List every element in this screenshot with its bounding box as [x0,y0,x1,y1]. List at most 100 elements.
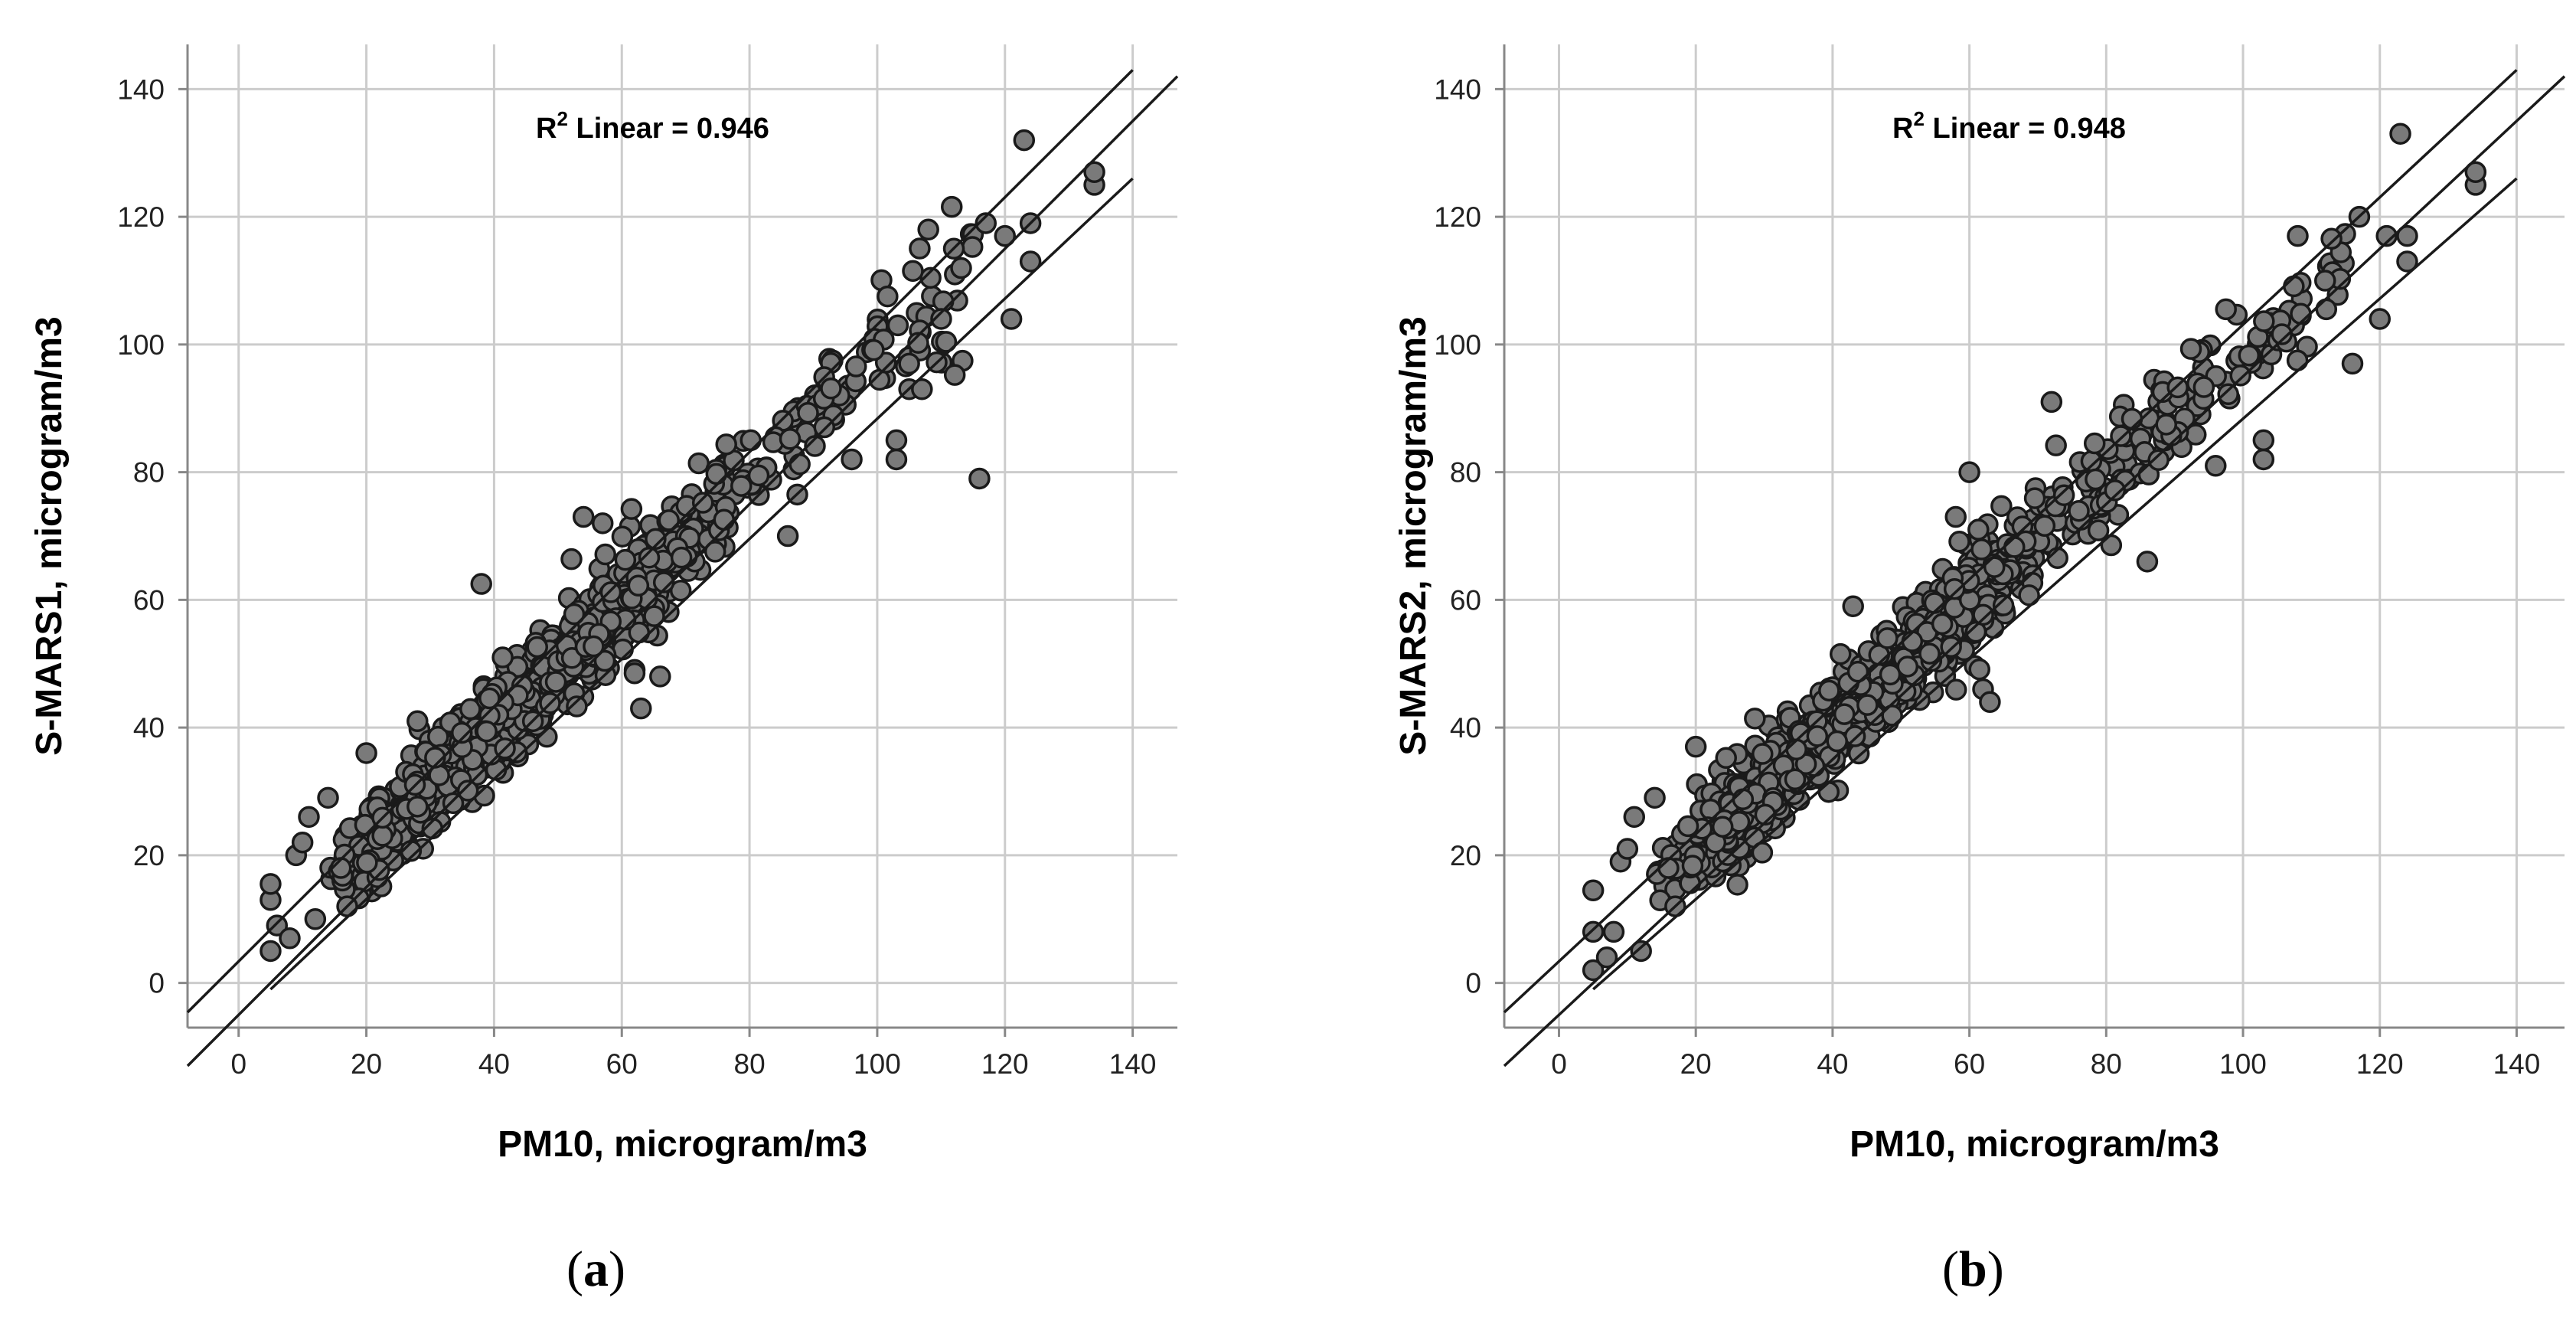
x-axis-title: PM10, microgram/m3 [1850,1124,2219,1165]
y-tick-label: 20 [1450,840,1481,871]
r2-value: Linear = 0.948 [1925,113,2126,145]
data-point [1582,920,1605,943]
data-point [1846,660,1869,683]
data-point [845,355,867,378]
data-point [820,378,842,400]
data-point [730,475,753,497]
x-tick-label: 0 [230,1048,246,1080]
data-point [2068,499,2090,522]
panel-a: 0 20 40 60 80 100 120 140 0 20 40 60 80 100 120 140 PM10… [29,44,1179,1297]
data-point [1856,694,1879,716]
x-tick-label: 0 [1551,1048,1567,1080]
data-point [961,236,984,258]
data-point [994,224,1017,247]
upper-interval-line [1503,69,2518,1014]
data-point [1711,816,1734,838]
data-point [1744,708,1766,730]
data-point [1677,815,1699,838]
data-point [2229,364,2252,387]
x-tick-label: 100 [854,1048,901,1080]
r2-prefix: R [536,113,557,145]
data-point [886,314,909,337]
data-point [804,435,826,457]
y-tick-label: 40 [1450,712,1481,744]
y-tick-label: 80 [1450,457,1481,489]
data-point [1879,663,1902,686]
x-tick-label: 80 [2091,1048,2122,1080]
data-point [2023,487,2046,509]
data-point [1595,946,1618,969]
data-point [442,792,465,815]
data-point [1806,725,1829,747]
upper-interval-line [186,69,1134,1014]
data-point [614,548,637,571]
data-point [645,528,667,551]
data-point [747,464,770,487]
data-point [935,331,958,353]
data-point [940,195,963,218]
x-tick-label: 40 [478,1048,510,1080]
data-point [1751,842,1774,864]
x-tick-label: 20 [351,1048,382,1080]
data-point [1817,780,1840,803]
data-point [630,697,652,720]
lower-interval-line [1592,177,2518,991]
data-point [475,720,498,743]
x-tick-label: 100 [2219,1048,2267,1080]
panel-b-label: b [1958,1241,1987,1297]
data-point [572,505,595,528]
data-point [566,695,588,718]
data-point [705,463,728,485]
data-point [593,649,616,672]
lower-interval-line [269,177,1134,991]
data-point [2087,519,2110,541]
data-point [2052,484,2075,506]
data-point [2040,391,2063,414]
data-point [739,429,762,452]
data-point [1876,627,1899,649]
data-point [2045,434,2067,456]
data-point [298,806,320,829]
data-point [2238,344,2261,367]
data-point [2369,308,2391,330]
data-point [797,401,819,424]
data-point [560,548,583,570]
data-point [2083,432,2106,455]
y-tick-label: 120 [117,201,165,233]
data-point [950,257,972,279]
data-point [1968,658,1990,681]
data-point [898,352,920,375]
data-point [649,665,671,688]
data-point [2283,275,2305,298]
data-point [406,796,429,818]
data-point [1826,730,1848,753]
data-point [863,338,885,361]
data-point [1843,725,1866,747]
panel-b: 0 20 40 60 80 100 120 140 0 20 40 60 80 100 120 140 PM10… [1288,0,2576,1337]
data-point [1785,738,1807,760]
data-point [2217,383,2239,406]
data-point [713,508,736,531]
data-point [1784,768,1807,791]
data-point [1752,743,1774,765]
data-point [1630,940,1652,963]
data-point [687,452,710,475]
data-point [2252,429,2275,452]
r2-annotation: R2 Linear = 0.948 [1892,107,2126,145]
panel-a-caption: (a) [566,1241,625,1297]
data-point [1979,691,2001,714]
data-point [1715,747,1737,770]
data-point [304,908,327,930]
data-point [1602,920,1625,943]
y-tick-label: 20 [133,840,165,871]
x-tick-label: 120 [981,1048,1029,1080]
data-point [1931,613,1954,636]
data-point [943,364,966,386]
data-point [1019,250,1042,273]
y-axis-title: S-MARS2, microgram/m3 [1393,316,1434,756]
data-point [2314,270,2336,292]
r2-superscript: 2 [1913,107,1924,130]
data-point [355,742,377,764]
x-tick-label: 20 [1680,1048,1712,1080]
